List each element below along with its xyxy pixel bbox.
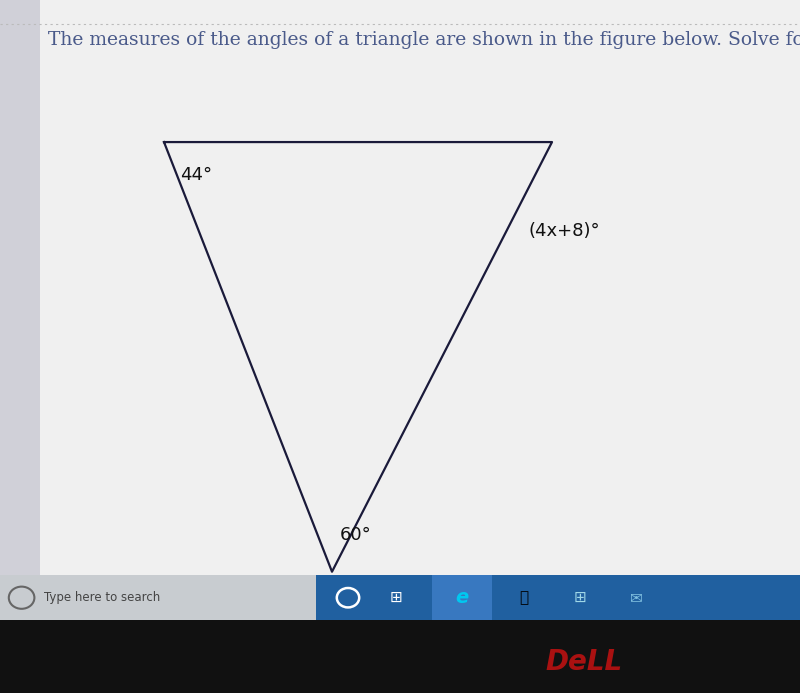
- Text: The measures of the angles of a triangle are shown in the figure below. Solve fo: The measures of the angles of a triangle…: [48, 31, 800, 49]
- Bar: [0, 620, 800, 693]
- Text: ⊞: ⊞: [390, 590, 402, 605]
- Text: e: e: [456, 588, 469, 607]
- Bar: [432, 575, 492, 620]
- Text: ⊞: ⊞: [574, 590, 586, 605]
- Text: ✉: ✉: [630, 590, 642, 605]
- Text: 🗂: 🗂: [519, 590, 529, 605]
- Bar: [0, 0, 40, 693]
- Bar: [316, 575, 800, 620]
- Text: (4x+8)°: (4x+8)°: [528, 222, 600, 240]
- Text: 44°: 44°: [180, 166, 212, 184]
- Bar: [0, 575, 316, 620]
- Text: 60°: 60°: [340, 526, 372, 544]
- Text: DeLL: DeLL: [546, 648, 622, 676]
- Text: Type here to search: Type here to search: [44, 591, 160, 604]
